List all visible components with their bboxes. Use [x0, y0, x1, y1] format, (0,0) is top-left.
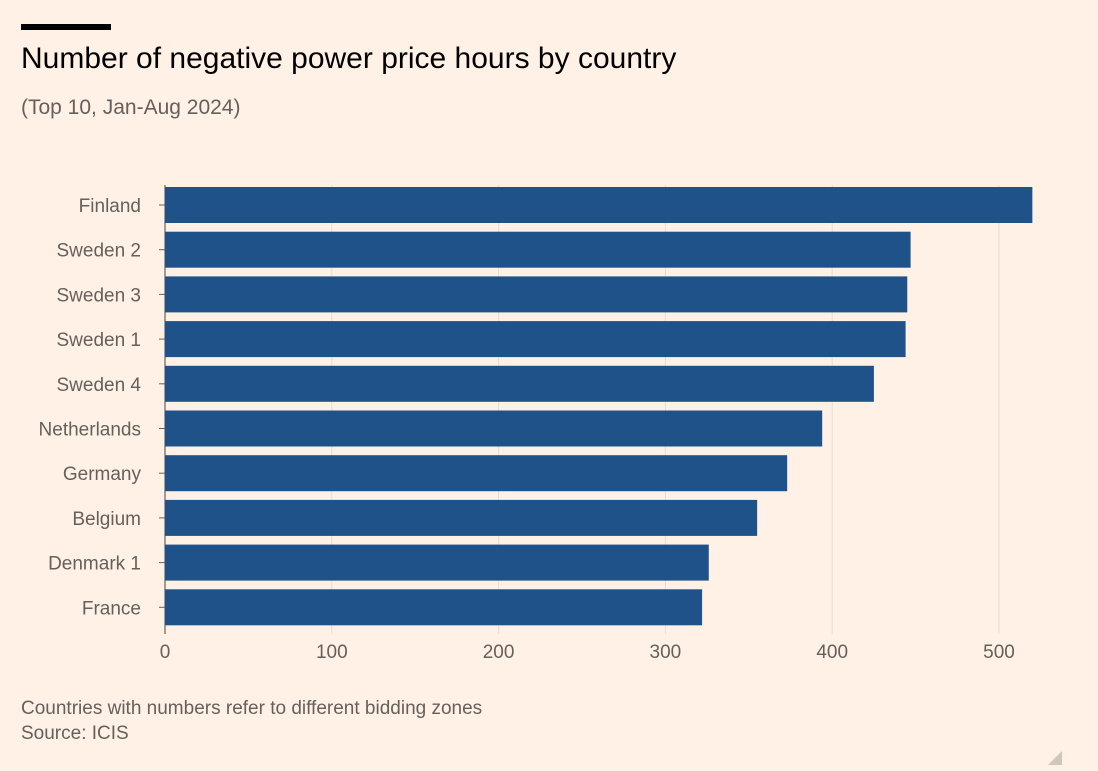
x-tick-label: 100 — [316, 642, 348, 663]
resize-handle-icon — [1048, 751, 1062, 765]
x-tick-label: 400 — [816, 642, 848, 663]
category-label: Germany — [63, 464, 142, 485]
bar-france — [165, 589, 703, 626]
bar-sweden-1 — [165, 321, 906, 358]
bar-sweden-4 — [165, 365, 874, 402]
bar-netherlands — [165, 410, 823, 447]
x-tick-label: 500 — [983, 642, 1015, 663]
bar-belgium — [165, 499, 758, 536]
x-axis-ticks: 0 100 200 300 400 500 — [160, 642, 1015, 663]
x-tick-label: 300 — [650, 642, 682, 663]
category-labels: Finland Sweden 2 Sweden 3 Sweden 1 Sweden 4 N… — [39, 196, 165, 619]
chart-note: Countries with numbers refer to differen… — [21, 698, 483, 719]
x-tick-label: 0 — [160, 642, 171, 663]
category-label: Sweden 4 — [56, 375, 141, 396]
category-label: Netherlands — [39, 420, 141, 441]
chart-source: Source: ICIS — [21, 723, 129, 744]
category-label: Finland — [79, 196, 141, 217]
bar-denmark-1 — [165, 544, 709, 581]
x-tick-label: 200 — [483, 642, 515, 663]
category-label: Belgium — [72, 509, 141, 530]
category-label: Sweden 2 — [56, 241, 141, 262]
chart-subtitle: (Top 10, Jan-Aug 2024) — [21, 96, 241, 119]
bar-sweden-3 — [165, 276, 908, 313]
chart-title: Number of negative power price hours by … — [21, 42, 677, 75]
category-label: France — [82, 598, 141, 619]
category-label: Sweden 1 — [56, 330, 141, 351]
category-label: Denmark 1 — [48, 554, 141, 575]
bar-germany — [165, 455, 788, 492]
bar-finland — [165, 187, 1033, 223]
bar-sweden-2 — [165, 231, 911, 268]
top-rule — [21, 24, 111, 30]
bars — [165, 187, 1033, 626]
category-label: Sweden 3 — [56, 285, 141, 306]
